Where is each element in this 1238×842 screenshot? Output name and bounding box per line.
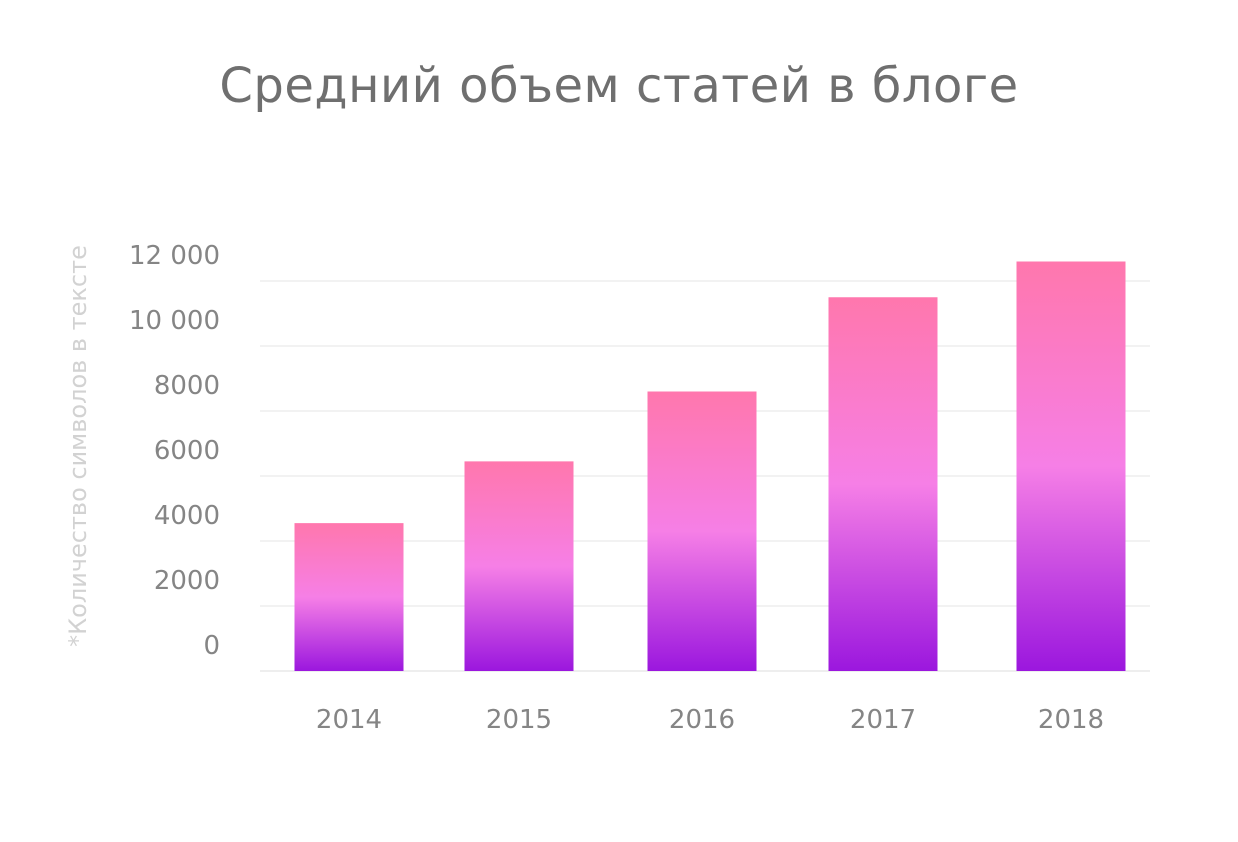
bar-2018	[1016, 261, 1126, 671]
x-axis-ticks: 2014 2015 2016 2017 2018	[316, 705, 1104, 735]
y-tick-label: 2000	[154, 566, 220, 596]
chart-title: Средний объем статей в блоге	[219, 58, 1019, 114]
x-tick-label: 2016	[669, 705, 735, 735]
y-tick-label: 6000	[154, 436, 220, 466]
y-axis-ticks: 0 2000 4000 6000 8000 10 000 12 000	[129, 241, 220, 661]
bar-2016	[647, 391, 757, 671]
y-tick-label: 8000	[154, 371, 220, 401]
bar-2017	[828, 297, 938, 671]
bar-2015	[464, 461, 574, 671]
bars	[294, 261, 1126, 671]
x-tick-label: 2015	[486, 705, 552, 735]
y-tick-label: 10 000	[129, 306, 220, 336]
y-tick-label: 12 000	[129, 241, 220, 271]
y-tick-label: 0	[203, 631, 220, 661]
x-tick-label: 2014	[316, 705, 382, 735]
bar-2014	[294, 523, 404, 671]
x-tick-label: 2018	[1038, 705, 1104, 735]
x-tick-label: 2017	[850, 705, 916, 735]
y-tick-label: 4000	[154, 501, 220, 531]
